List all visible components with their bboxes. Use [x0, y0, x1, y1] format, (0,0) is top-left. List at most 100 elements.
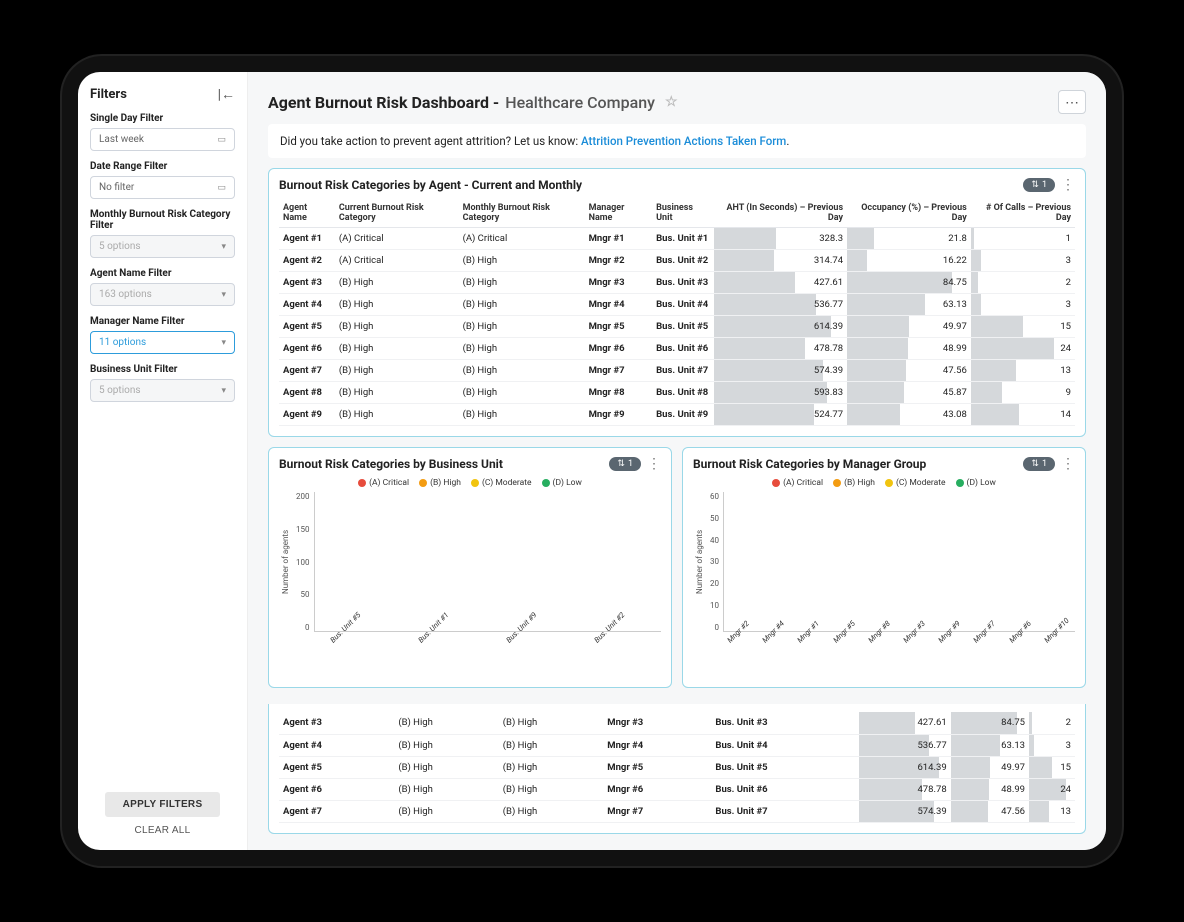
table-row[interactable]: Agent #3(B) High(B) HighMngr #3Bus. Unit… — [279, 712, 1075, 734]
cell-cur: (A) Critical — [335, 250, 459, 272]
panel-title: Burnout Risk Categories by Business Unit — [279, 457, 503, 471]
column-header[interactable]: # Of Calls – Previous Day — [971, 199, 1075, 228]
table-row[interactable]: Agent #6(B) High(B) HighMngr #6Bus. Unit… — [279, 778, 1075, 800]
chart-legend: (A) Critical (B) High (C) Moderate (D) L… — [693, 478, 1075, 488]
panel-header: Burnout Risk Categories by Manager Group… — [693, 456, 1075, 472]
x-labels: Bus. Unit #5Bus. Unit #1Bus. Unit #9Bus.… — [279, 632, 661, 649]
single-day-filter[interactable]: Last week ▭ — [90, 128, 235, 151]
table-row[interactable]: Agent #1(A) Critical(A) CriticalMngr #1B… — [279, 228, 1075, 250]
filter-badge[interactable]: ⇅1 — [1023, 457, 1055, 471]
cell-cur: (B) High — [335, 338, 459, 360]
table-row[interactable]: Agent #2(A) Critical(B) HighMngr #2Bus. … — [279, 250, 1075, 272]
attrition-form-link[interactable]: Attrition Prevention Actions Taken Form — [581, 134, 786, 148]
table-row[interactable]: Agent #7(B) High(B) HighMngr #7Bus. Unit… — [279, 800, 1075, 822]
column-header[interactable]: Manager Name — [585, 199, 653, 228]
cell-bu: Bus. Unit #1 — [652, 228, 714, 250]
date-range-filter[interactable]: No filter ▭ — [90, 176, 235, 199]
cell-cur: (B) High — [394, 734, 498, 756]
table-row[interactable]: Agent #3(B) High(B) HighMngr #3Bus. Unit… — [279, 272, 1075, 294]
info-banner-text: Did you take action to prevent agent att… — [280, 134, 581, 148]
metric-cell: 524.77 — [714, 404, 847, 426]
business-unit-filter[interactable]: 5 options ▾ — [90, 379, 235, 402]
cell-cur: (A) Critical — [335, 228, 459, 250]
column-header[interactable]: Current Burnout Risk Category — [335, 199, 459, 228]
filter-badge[interactable]: ⇅1 — [1023, 178, 1055, 192]
column-header[interactable]: Business Unit — [652, 199, 714, 228]
cell-mon: (B) High — [499, 734, 603, 756]
y-tick: 10 — [710, 601, 719, 610]
cell-agent: Agent #6 — [279, 338, 335, 360]
table-row[interactable]: Agent #5(B) High(B) HighMngr #5Bus. Unit… — [279, 756, 1075, 778]
kebab-menu-icon[interactable]: ⋮ — [1061, 456, 1075, 472]
agent-table-2-body: Agent #3(B) High(B) HighMngr #3Bus. Unit… — [279, 712, 1075, 822]
collapse-icon[interactable]: |← — [218, 86, 235, 103]
cell-agent: Agent #3 — [279, 272, 335, 294]
agent-name-filter[interactable]: 163 options ▾ — [90, 283, 235, 306]
table-row[interactable]: Agent #7(B) High(B) HighMngr #7Bus. Unit… — [279, 360, 1075, 382]
cell-cur: (B) High — [394, 800, 498, 822]
column-header[interactable]: Occupancy (%) – Previous Day — [847, 199, 971, 228]
cell-bu: Bus. Unit #7 — [711, 800, 859, 822]
table-row[interactable]: Agent #9(B) High(B) HighMngr #9Bus. Unit… — [279, 404, 1075, 426]
legend-high: (B) High — [419, 478, 461, 488]
page-title-context: Healthcare Company — [505, 93, 655, 112]
metric-cell: 614.39 — [714, 316, 847, 338]
metric-cell: 574.39 — [714, 360, 847, 382]
cell-mon: (B) High — [459, 360, 585, 382]
y-ticks: 050100150200 — [292, 492, 314, 632]
table-row[interactable]: Agent #6(B) High(B) HighMngr #6Bus. Unit… — [279, 338, 1075, 360]
cell-agent: Agent #6 — [279, 778, 394, 800]
date-range-filter-value: No filter — [99, 182, 134, 193]
business-unit-filter-value: 5 options — [99, 385, 141, 396]
star-icon[interactable]: ☆ — [665, 94, 678, 110]
chevron-down-icon: ▾ — [221, 386, 226, 396]
kebab-menu-icon[interactable]: ⋮ — [647, 456, 661, 472]
metric-cell: 3 — [971, 250, 1075, 272]
table-row[interactable]: Agent #8(B) High(B) HighMngr #8Bus. Unit… — [279, 382, 1075, 404]
filter-count: 1 — [628, 459, 633, 469]
cell-mgr: Mngr #6 — [603, 778, 711, 800]
column-header[interactable]: AHT (In Seconds) – Previous Day — [714, 199, 847, 228]
y-tick: 150 — [296, 525, 310, 534]
cell-mon: (B) High — [499, 778, 603, 800]
y-tick: 200 — [296, 492, 310, 501]
column-header[interactable]: Monthly Burnout Risk Category — [459, 199, 585, 228]
more-actions-button[interactable]: ⋯ — [1058, 90, 1086, 114]
metric-cell: 536.77 — [859, 734, 950, 756]
y-axis-label: Number of agents — [693, 492, 706, 632]
info-banner-period: . — [786, 134, 789, 148]
cell-agent: Agent #7 — [279, 360, 335, 382]
y-tick: 60 — [710, 492, 719, 501]
y-tick: 50 — [710, 514, 719, 523]
legend-critical: (A) Critical — [772, 478, 823, 488]
metric-cell: 593.83 — [714, 382, 847, 404]
cell-mgr: Mngr #2 — [585, 250, 653, 272]
kebab-menu-icon[interactable]: ⋮ — [1061, 177, 1075, 193]
cell-mgr: Mngr #3 — [585, 272, 653, 294]
metric-cell: 63.13 — [951, 734, 1029, 756]
chart-plot — [723, 492, 1075, 632]
cell-agent: Agent #2 — [279, 250, 335, 272]
single-day-filter-label: Single Day Filter — [90, 113, 235, 124]
cell-cur: (B) High — [394, 778, 498, 800]
column-header[interactable]: Agent Name — [279, 199, 335, 228]
metric-cell: 427.61 — [859, 712, 950, 734]
manager-name-filter[interactable]: 11 options ▾ — [90, 331, 235, 354]
chevron-down-icon: ▾ — [221, 338, 226, 348]
cell-mon: (B) High — [459, 294, 585, 316]
table-row[interactable]: Agent #4(B) High(B) HighMngr #4Bus. Unit… — [279, 294, 1075, 316]
cell-bu: Bus. Unit #6 — [711, 778, 859, 800]
y-tick: 50 — [296, 590, 310, 599]
single-day-filter-value: Last week — [99, 134, 144, 145]
table-row[interactable]: Agent #4(B) High(B) HighMngr #4Bus. Unit… — [279, 734, 1075, 756]
apply-filters-button[interactable]: APPLY FILTERS — [105, 792, 221, 817]
metric-cell: 49.97 — [847, 316, 971, 338]
clear-all-button[interactable]: CLEAR ALL — [134, 825, 190, 836]
metric-cell: 49.97 — [951, 756, 1029, 778]
calendar-icon: ▭ — [217, 135, 226, 145]
risk-category-filter[interactable]: 5 options ▾ — [90, 235, 235, 258]
metric-cell: 478.78 — [714, 338, 847, 360]
metric-cell: 15 — [971, 316, 1075, 338]
filter-badge[interactable]: ⇅1 — [609, 457, 641, 471]
table-row[interactable]: Agent #5(B) High(B) HighMngr #5Bus. Unit… — [279, 316, 1075, 338]
